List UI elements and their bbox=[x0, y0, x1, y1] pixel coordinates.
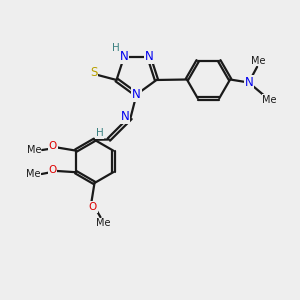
Text: H: H bbox=[112, 43, 120, 52]
Text: Me: Me bbox=[26, 169, 40, 179]
Text: H: H bbox=[96, 128, 104, 138]
Text: Me: Me bbox=[262, 94, 277, 105]
Text: N: N bbox=[121, 110, 130, 123]
Text: O: O bbox=[48, 165, 56, 176]
Text: N: N bbox=[132, 88, 141, 101]
Text: N: N bbox=[245, 76, 254, 89]
Text: N: N bbox=[120, 50, 128, 63]
Text: N: N bbox=[145, 50, 153, 63]
Text: O: O bbox=[89, 202, 97, 212]
Text: Me: Me bbox=[96, 218, 111, 228]
Text: Me: Me bbox=[251, 56, 266, 66]
Text: Me: Me bbox=[26, 145, 41, 155]
Text: O: O bbox=[49, 141, 57, 152]
Text: S: S bbox=[90, 66, 98, 79]
